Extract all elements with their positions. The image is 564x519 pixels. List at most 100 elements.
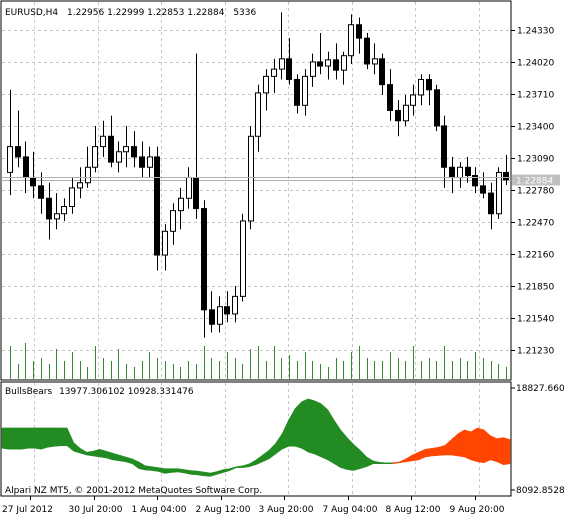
bullsbears-segment (307, 398, 315, 455)
current-price-value: 1.22884 (516, 177, 553, 187)
indicator-header: BullsBears 13977.306102 10928.331476 (5, 387, 194, 397)
candle-bull (341, 55, 347, 71)
candle-bull (186, 177, 192, 199)
candle-bull (147, 156, 153, 168)
candle-bear (224, 306, 230, 315)
candle-bull (302, 75, 308, 106)
candle-bear (154, 156, 160, 256)
price-axis-label: 1.21540 (517, 315, 554, 325)
bullsbears-segment (53, 427, 61, 447)
candle-bull (61, 206, 67, 215)
candle-bull (92, 146, 98, 168)
time-axis-label: 3 Aug 20:00 (259, 505, 314, 515)
time-axis-label: 1 Aug 04:00 (132, 505, 187, 515)
candle-bull (100, 135, 106, 148)
candle-bear (503, 171, 509, 181)
candle-bear (108, 135, 114, 163)
ohlc-label: 1.22956 1.22999 1.22853 1.22884 (67, 8, 225, 18)
bullsbears-segment (151, 466, 159, 472)
bullsbears-segment (490, 435, 498, 463)
candle-bull (255, 92, 261, 137)
candle-bull (410, 94, 416, 106)
candle-bull (7, 146, 13, 173)
bullsbears-segment (1, 427, 9, 450)
candle-bull (85, 166, 91, 184)
price-axis-label: 1.21850 (517, 283, 554, 293)
candle-bear (15, 146, 21, 158)
bullsbears-segment (86, 450, 94, 457)
candle-bull (271, 68, 277, 77)
candle-bull (178, 197, 184, 212)
indicator-pane: BullsBears 13977.306102 10928.331476 Alp… (0, 381, 512, 497)
candle-bear (472, 175, 478, 187)
indicator-grid (34, 383, 480, 495)
candle-bear (193, 177, 199, 210)
bullsbears-segment (171, 468, 179, 473)
candle-bear (364, 37, 370, 65)
candle-bull (248, 135, 254, 222)
candle-bear (441, 125, 447, 168)
candle-bull (325, 59, 331, 67)
candle-bear (465, 166, 471, 177)
candle-bear (356, 24, 362, 39)
candle-bull (170, 210, 176, 232)
bullsbears-segment (496, 437, 504, 466)
bullsbears-segment (470, 427, 478, 463)
bullsbears-segment (47, 427, 55, 448)
time-axis-label: 30 Jul 20:00 (69, 505, 123, 515)
candle-bear (139, 156, 145, 168)
price-axis: 1.24330 1.24020 1.23710 1.23400 1.23090 1.227… (511, 27, 554, 357)
bullsbears-segment (294, 401, 302, 449)
spread-label: 5336 (233, 8, 256, 18)
bullsbears-segment (27, 427, 35, 449)
bullsbears-segment (314, 400, 322, 458)
bullsbears-segment (457, 429, 465, 458)
candle-bear (294, 78, 300, 106)
bullsbears-segment (14, 427, 22, 450)
candle-bull (418, 78, 424, 96)
candle-bull (69, 187, 75, 208)
candle-bull (77, 182, 83, 189)
price-axis-label: 1.22780 (517, 187, 554, 197)
price-grid (2, 2, 510, 379)
candle-bull (372, 58, 378, 65)
bullsbears-segment (477, 427, 485, 464)
price-axis-label: 1.23400 (517, 123, 554, 133)
indicator-max-label: 18827.6605 (516, 384, 564, 394)
candle-bear (333, 59, 339, 71)
current-price-tag-bg (512, 174, 560, 186)
candle-bull (54, 213, 60, 220)
time-axis-label: 8 Aug 12:00 (386, 505, 441, 515)
candle-bear (46, 197, 52, 220)
candle-bear (387, 84, 393, 111)
time-axis: 27 Jul 2012 30 Jul 20:00 1 Aug 04:00 2 Aug … (2, 496, 505, 515)
candle-bear (488, 192, 494, 215)
bullsbears-segment (145, 465, 153, 471)
candle-bear (38, 185, 44, 199)
candle-bear (426, 78, 432, 91)
bullsbears-segment (8, 427, 16, 450)
candle-bull (217, 306, 223, 325)
bullsbears-segment (60, 427, 68, 447)
candle-bear (286, 58, 292, 80)
bullsbears-segment (386, 462, 394, 465)
price-axis-label: 1.24020 (517, 59, 554, 69)
candle-bear (480, 185, 486, 194)
candle-bear (434, 89, 440, 127)
candle-bull (310, 61, 316, 77)
indicator-pane-frame (0, 381, 512, 497)
candle-bull (403, 104, 409, 122)
candle-bear (449, 166, 455, 179)
volume-bars (10, 343, 507, 379)
bullsbears-segment (464, 429, 472, 461)
current-price-tag: 1.22884 (512, 174, 560, 187)
candle-bear (131, 146, 137, 158)
chart-header: EURUSD,H4 1.22956 1.22999 1.22853 1.2288… (5, 8, 257, 18)
price-axis-label: 1.22160 (517, 251, 554, 261)
bullsbears-segment (425, 447, 433, 458)
bullsbears-segment (177, 468, 185, 474)
time-axis-label: 27 Jul 2012 (2, 505, 53, 515)
